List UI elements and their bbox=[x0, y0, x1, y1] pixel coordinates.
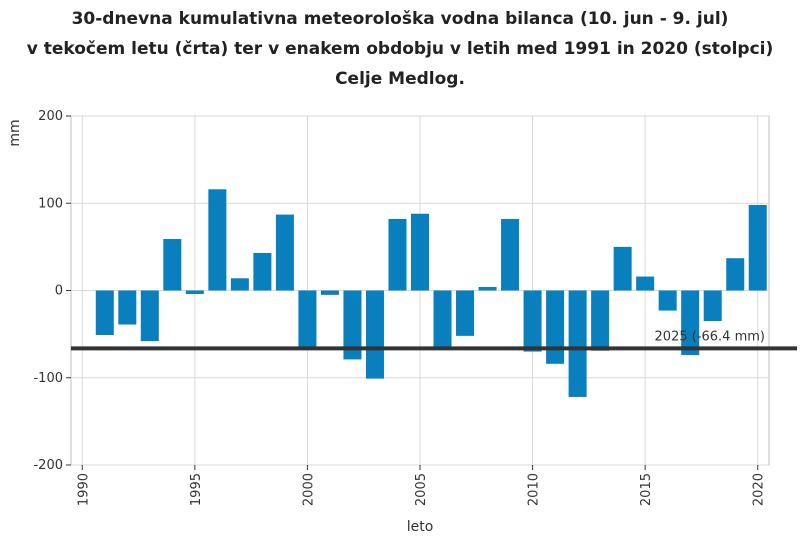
bars bbox=[95, 189, 767, 397]
bar-2015 bbox=[636, 276, 655, 291]
x-tick-label: 2005 bbox=[414, 473, 429, 506]
bar-2019 bbox=[726, 258, 745, 291]
bar-2001 bbox=[320, 290, 339, 295]
y-axis-label: mm bbox=[7, 119, 23, 146]
x-tick-label: 1995 bbox=[189, 473, 204, 506]
chart-title-line-3: Celje Medlog. bbox=[335, 69, 465, 89]
y-tick-label: 100 bbox=[38, 196, 63, 211]
x-tick-label: 2010 bbox=[527, 473, 542, 506]
bar-1993 bbox=[140, 290, 159, 342]
x-tick-label: 1990 bbox=[76, 473, 91, 506]
bar-2010 bbox=[523, 290, 542, 352]
bar-1998 bbox=[253, 252, 272, 291]
y-tick-label: -100 bbox=[33, 371, 63, 386]
bar-2009 bbox=[501, 218, 520, 291]
bar-1992 bbox=[118, 290, 137, 325]
bar-2016 bbox=[658, 290, 677, 311]
y-tick-label: 200 bbox=[38, 109, 63, 124]
bar-2014 bbox=[613, 246, 632, 291]
bar-2006 bbox=[433, 290, 452, 349]
reference-line-group: 2025 (-66.4 mm) bbox=[71, 329, 797, 351]
chart-title-line-1: 30-dnevna kumulativna meteorološka vodna… bbox=[71, 9, 729, 29]
bar-2020 bbox=[748, 204, 767, 291]
bar-2007 bbox=[456, 290, 475, 336]
x-tick-label: 2015 bbox=[639, 473, 654, 506]
bar-1994 bbox=[163, 239, 182, 291]
reference-line-label: 2025 (-66.4 mm) bbox=[655, 329, 765, 344]
bar-2011 bbox=[546, 290, 565, 364]
chart-title: 30-dnevna kumulativna meteorološka vodna… bbox=[0, 4, 800, 94]
bar-2004 bbox=[388, 218, 407, 291]
x-axis-label: leto bbox=[407, 519, 434, 535]
bar-1999 bbox=[275, 214, 294, 291]
chart-title-line-2: v tekočem letu (črta) ter v enakem obdob… bbox=[26, 39, 774, 59]
bar-2000 bbox=[298, 290, 317, 349]
axes: -200 -100 0 100 200 1990 1995 2000 2005 2010 2015 2… bbox=[33, 109, 766, 506]
bar-2018 bbox=[703, 290, 722, 322]
bar-2003 bbox=[365, 290, 384, 379]
y-tick-label: -200 bbox=[33, 458, 63, 473]
bar-2017 bbox=[681, 290, 700, 356]
bar-1997 bbox=[230, 278, 249, 291]
bar-2013 bbox=[591, 290, 610, 351]
bar-1991 bbox=[95, 290, 114, 335]
bar-1996 bbox=[208, 189, 227, 291]
y-tick-label: 0 bbox=[55, 284, 63, 299]
bar-2005 bbox=[410, 213, 430, 291]
bar-2008 bbox=[478, 287, 497, 291]
bar-2012 bbox=[568, 290, 587, 397]
bar-2002 bbox=[343, 290, 362, 360]
bar-1995 bbox=[185, 290, 204, 294]
x-tick-label: 2000 bbox=[301, 473, 316, 506]
x-tick-label: 2020 bbox=[752, 473, 767, 506]
